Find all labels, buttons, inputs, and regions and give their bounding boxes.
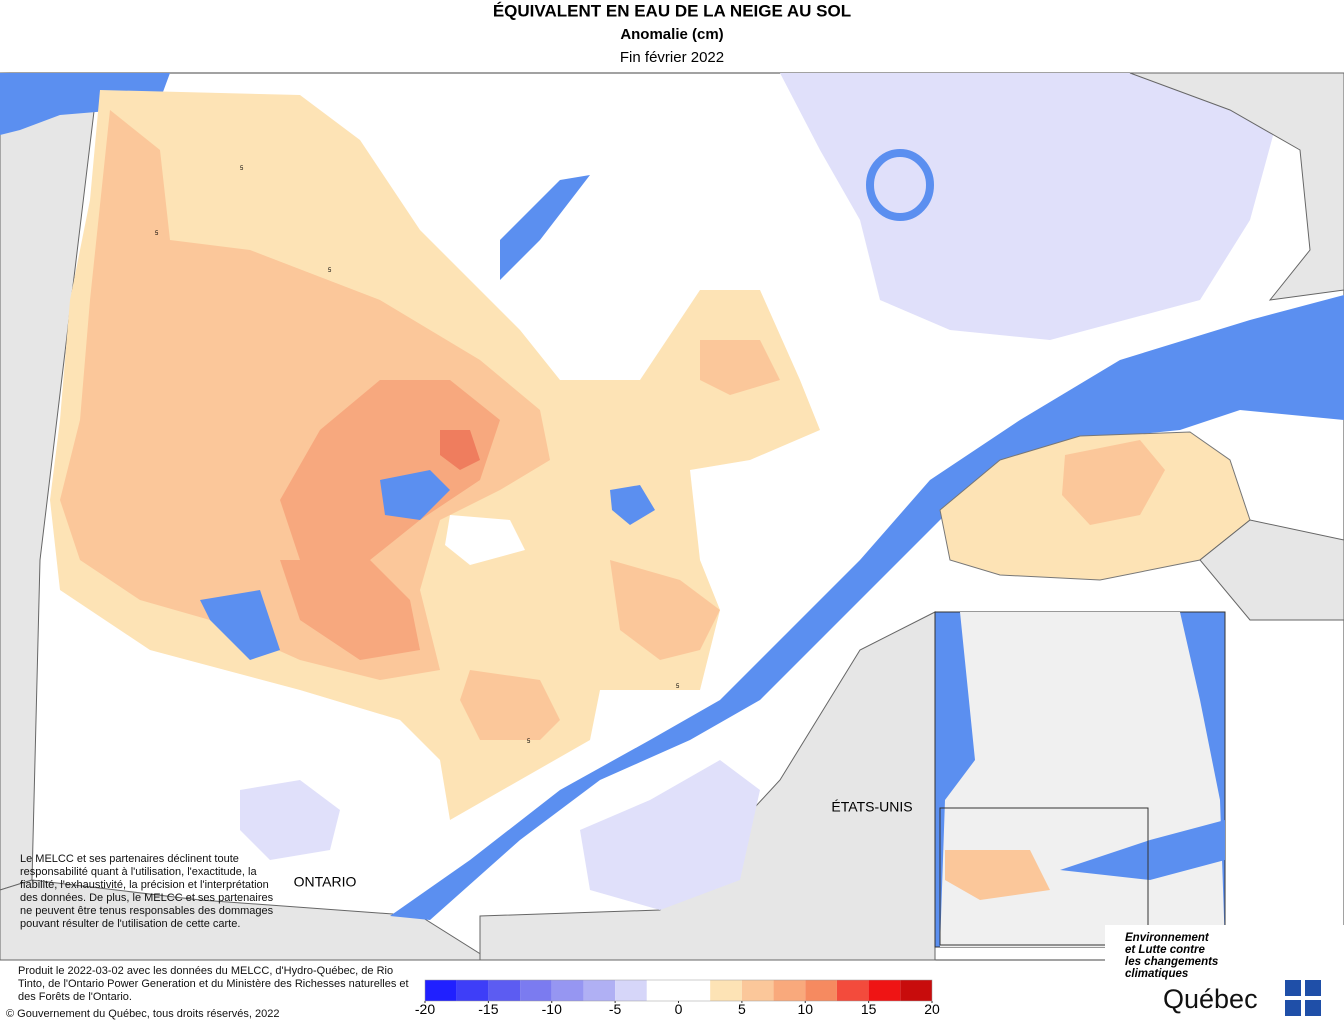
logo-name: Québec	[1163, 984, 1258, 1014]
colorbar-bin	[678, 980, 711, 1001]
colorbar-bin	[805, 980, 837, 1001]
anomaly-high	[440, 430, 480, 470]
colorbar-tick-label: 5	[738, 1001, 746, 1017]
water	[0, 73, 170, 135]
anomaly-10	[280, 560, 420, 660]
credits: Produit le 2022-03-02 avec les données d…	[18, 965, 409, 1003]
colorbar-tick-label: -10	[542, 1001, 562, 1017]
colorbar-bin	[520, 980, 552, 1001]
logo-box	[1105, 925, 1344, 1024]
colorbar-bin	[425, 980, 457, 1001]
st-lawrence	[390, 295, 1344, 920]
anomaly-5-10	[610, 560, 720, 660]
anomaly-5-10	[1062, 440, 1165, 525]
date: Fin février 2022	[620, 49, 724, 66]
colorbar-bin	[646, 980, 679, 1001]
title: ÉQUIVALENT EN EAU DE LA NEIGE AU SOL	[493, 1, 851, 20]
anomaly-5-10	[700, 340, 780, 395]
anomaly-negative	[780, 73, 1280, 340]
anomaly-10	[280, 380, 500, 560]
colorbar-bin	[583, 980, 616, 1001]
contour-label: 5	[527, 739, 531, 745]
colorbar-bin	[710, 980, 742, 1001]
logo-ministry: Environnement et Lutte contre les changeme…	[1125, 932, 1218, 980]
colorbar-bin	[773, 980, 806, 1001]
colorbar-bin	[551, 980, 584, 1001]
lake	[866, 149, 934, 221]
colorbar-bin	[836, 980, 869, 1001]
labrador-land	[1129, 72, 1344, 301]
nb-land	[1199, 519, 1344, 621]
anomaly-neutral	[445, 515, 525, 565]
subtitle: Anomalie (cm)	[620, 26, 723, 43]
colorbar-tick-label: -20	[415, 1001, 435, 1017]
colorbar-bin	[900, 980, 932, 1001]
contour-label: 5	[676, 684, 680, 690]
logo-flag	[1285, 980, 1321, 1016]
contour-label: 5	[240, 166, 244, 172]
contour-label: 5	[155, 231, 159, 237]
colorbar-tick-label: 0	[675, 1001, 683, 1017]
map: ONTARIO ÉTATS-UNIS	[0, 72, 1344, 1024]
inset-anomaly	[945, 850, 1050, 900]
lake	[200, 590, 280, 660]
colorbar-bin	[456, 980, 489, 1001]
colorbar-tick-label: 15	[861, 1001, 877, 1017]
colorbar-tick-label: 10	[797, 1001, 813, 1017]
colorbar-bin	[488, 980, 521, 1001]
colorbar-tick-label: 20	[924, 1001, 940, 1017]
lake	[380, 470, 450, 520]
colorbar-bin	[868, 980, 901, 1001]
inset-extent	[939, 807, 1149, 946]
copyright: © Gouvernement du Québec, tous droits ré…	[6, 1008, 280, 1020]
colorbar-bin	[741, 980, 774, 1001]
lake	[610, 485, 655, 525]
disclaimer: Le MELCC et ses partenaires déclinent to…	[20, 853, 274, 930]
region-label: ÉTATS-UNIS	[831, 799, 912, 815]
inset-water	[1060, 820, 1225, 880]
anomaly-negative	[240, 780, 340, 860]
colorbar-bin	[615, 980, 647, 1001]
colorbar-tick-label: -5	[609, 1001, 622, 1017]
anomaly-5-10	[60, 110, 550, 680]
lake	[500, 175, 590, 280]
colorbar-tick-label: -15	[478, 1001, 498, 1017]
region-label: ONTARIO	[294, 874, 357, 890]
contour-label: 5	[328, 268, 332, 274]
anomaly-5-10	[460, 670, 560, 740]
anomaly-negative	[580, 760, 760, 910]
